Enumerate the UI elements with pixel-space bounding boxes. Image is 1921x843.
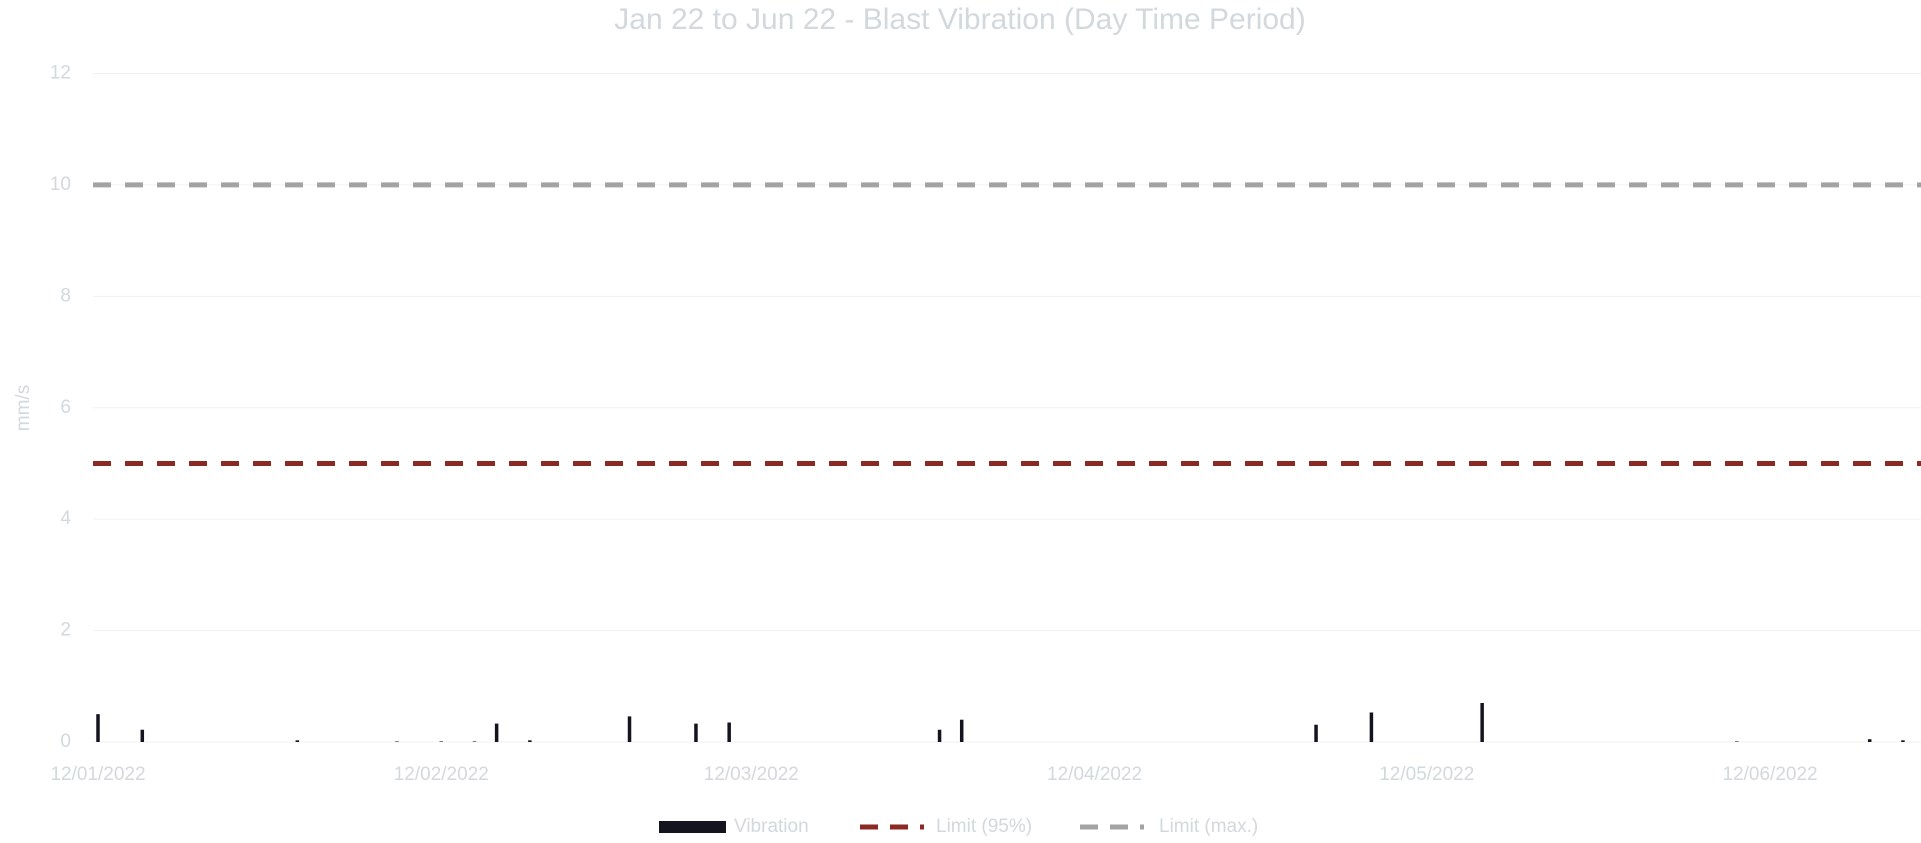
- y-tick-label: 10: [50, 174, 71, 195]
- bar: [395, 741, 399, 742]
- bar: [295, 740, 300, 742]
- x-tick-label: 12/06/2022: [1723, 764, 1818, 785]
- bar: [1901, 740, 1905, 742]
- bar: [1867, 739, 1872, 742]
- bar: [627, 716, 632, 742]
- legend-label: Limit (95%): [936, 816, 1032, 837]
- legend-swatch: [659, 821, 726, 833]
- x-tick-label: 12/02/2022: [394, 764, 489, 785]
- bar: [937, 729, 942, 742]
- bar: [1314, 724, 1318, 742]
- bar: [1735, 741, 1739, 742]
- bar: [727, 722, 731, 742]
- bar: [1369, 712, 1374, 742]
- bar: [140, 729, 145, 742]
- bar: [1480, 703, 1484, 742]
- bar: [96, 714, 100, 742]
- bar: [439, 741, 444, 742]
- legend-label: Limit (max.): [1159, 816, 1258, 837]
- y-tick-label: 0: [60, 731, 71, 752]
- x-tick-label: 12/05/2022: [1379, 764, 1474, 785]
- bar: [694, 723, 698, 742]
- legend-label: Vibration: [734, 816, 809, 837]
- bar: [528, 740, 532, 742]
- y-tick-label: 4: [60, 508, 71, 529]
- bar: [494, 723, 499, 742]
- y-tick-label: 6: [60, 397, 71, 418]
- bar: [959, 719, 964, 742]
- bar: [472, 741, 477, 742]
- x-tick-label: 12/04/2022: [1047, 764, 1142, 785]
- x-tick-label: 12/03/2022: [704, 764, 799, 785]
- y-tick-label: 12: [50, 63, 71, 84]
- chart-title: Jan 22 to Jun 22 - Blast Vibration (Day …: [614, 3, 1305, 36]
- y-tick-label: 8: [60, 285, 71, 306]
- y-tick-label: 2: [60, 620, 71, 641]
- y-axis-label: mm/s: [13, 385, 34, 431]
- x-tick-label: 12/01/2022: [50, 764, 145, 785]
